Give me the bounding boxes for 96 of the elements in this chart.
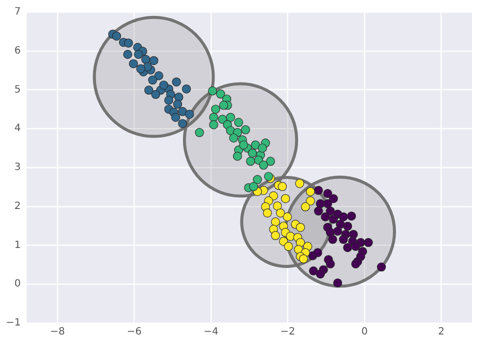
point <box>270 231 280 240</box>
y-tick-label: 6 <box>14 45 21 56</box>
point <box>219 100 228 110</box>
point <box>270 217 280 226</box>
point <box>252 175 262 184</box>
point <box>296 222 305 232</box>
x-tick-label: 2 <box>438 326 444 338</box>
point <box>316 270 325 279</box>
point <box>284 242 294 251</box>
point <box>164 96 174 105</box>
point <box>300 202 310 212</box>
point <box>333 226 342 236</box>
point <box>178 119 188 128</box>
point <box>229 133 238 142</box>
y-tick-label: 4 <box>14 123 21 134</box>
point <box>308 266 318 276</box>
point <box>159 80 168 90</box>
point <box>282 212 292 222</box>
x-tick-label: 0 <box>361 326 368 338</box>
point <box>182 84 191 94</box>
point <box>124 38 133 48</box>
point <box>364 238 373 248</box>
point <box>314 206 323 216</box>
y-tick-label: 1 <box>14 240 21 251</box>
point <box>216 90 226 99</box>
point <box>208 86 218 96</box>
point <box>346 212 356 221</box>
point <box>333 278 342 288</box>
point <box>251 140 260 150</box>
x-tick-label: −8 <box>50 326 65 338</box>
point <box>313 248 322 258</box>
y-tick-label: 7 <box>14 6 21 18</box>
point <box>328 214 338 224</box>
point <box>338 234 348 244</box>
point <box>171 112 180 122</box>
point <box>295 178 304 188</box>
x-tick-label: −6 <box>126 326 142 338</box>
point <box>144 86 154 95</box>
point <box>328 194 338 204</box>
point <box>343 243 352 252</box>
point <box>194 128 204 138</box>
point <box>262 208 272 218</box>
point <box>306 196 315 206</box>
point <box>239 140 248 150</box>
point <box>249 182 258 192</box>
point <box>266 156 275 166</box>
point <box>143 62 152 72</box>
point <box>280 194 290 204</box>
point <box>173 100 182 109</box>
point <box>326 259 335 268</box>
point <box>148 76 158 85</box>
x-tick-label: −2 <box>280 326 296 338</box>
point <box>154 71 164 80</box>
point <box>298 254 308 264</box>
point <box>351 242 360 251</box>
point <box>136 64 146 74</box>
point <box>209 112 218 122</box>
point <box>241 125 250 134</box>
point <box>328 234 338 244</box>
point <box>232 152 242 161</box>
y-tick-label: −1 <box>6 318 21 329</box>
point <box>123 50 132 59</box>
point <box>272 201 282 210</box>
point <box>323 199 332 208</box>
point <box>211 104 220 114</box>
point <box>259 160 268 170</box>
point <box>278 182 287 192</box>
point <box>320 212 330 222</box>
point <box>246 156 256 166</box>
point <box>343 222 352 231</box>
point <box>172 77 181 86</box>
point <box>112 32 122 41</box>
point <box>209 120 218 130</box>
point <box>338 212 348 222</box>
y-tick-label: 2 <box>14 200 21 212</box>
point <box>184 110 194 119</box>
point <box>226 112 236 122</box>
point <box>149 56 158 66</box>
point <box>234 118 244 127</box>
point <box>134 50 143 59</box>
point <box>151 90 160 99</box>
y-tick-label: 3 <box>14 162 21 174</box>
point <box>314 186 323 195</box>
point <box>178 107 188 116</box>
y-tick-label: 0 <box>14 278 21 290</box>
y-tick-label: 5 <box>14 84 21 96</box>
point <box>323 189 332 198</box>
point <box>128 59 138 68</box>
point <box>376 262 386 272</box>
x-tick-label: −4 <box>204 326 218 338</box>
point <box>276 208 285 218</box>
point <box>248 148 257 158</box>
point <box>306 187 315 196</box>
point <box>286 232 295 241</box>
point <box>141 54 150 64</box>
point <box>258 144 267 153</box>
